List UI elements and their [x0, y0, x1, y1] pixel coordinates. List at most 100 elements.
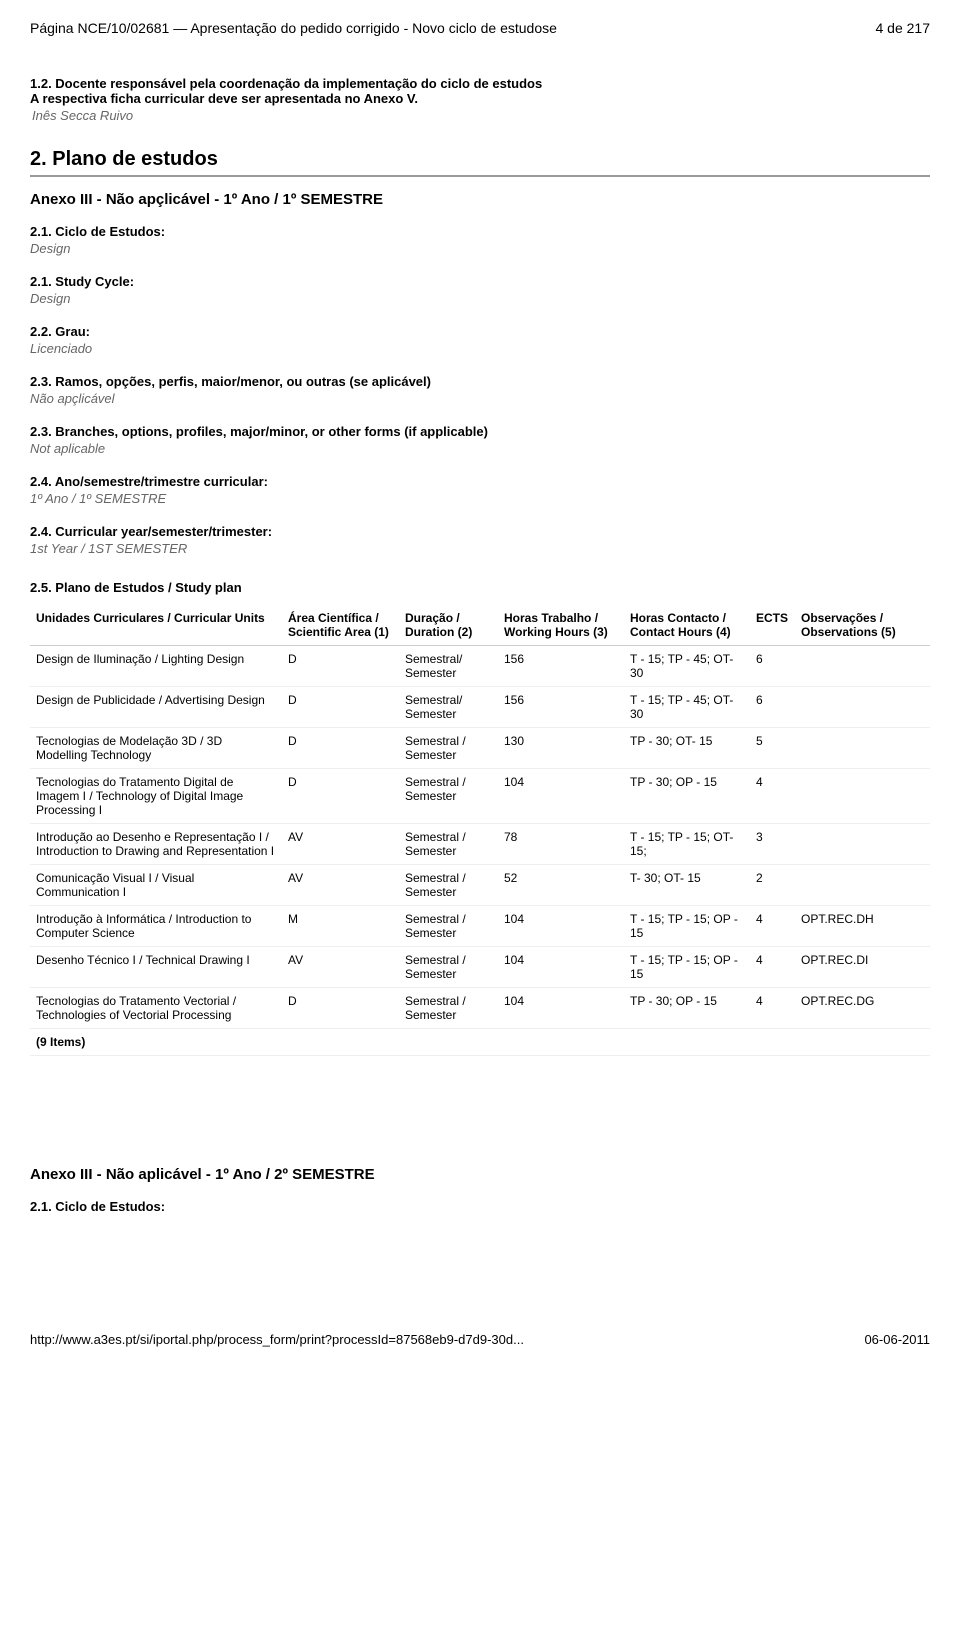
cell-ects: 2: [750, 865, 795, 906]
field-2-3-ramos: 2.3. Ramos, opções, perfis, maior/menor,…: [30, 374, 930, 406]
cell-cont: T - 15; TP - 45; OT- 30: [624, 646, 750, 687]
cell-obs: [795, 687, 930, 728]
field-2-4-year: 2.4. Curricular year/semester/trimester:…: [30, 524, 930, 556]
field-1-2-value: Inês Secca Ruivo: [32, 108, 930, 123]
field-2-3-branches: 2.3. Branches, options, profiles, major/…: [30, 424, 930, 456]
col-header-ects: ECTS: [750, 605, 795, 646]
cell-dur: Semestral / Semester: [399, 988, 498, 1029]
field-2-1-ciclo: 2.1. Ciclo de Estudos: Design: [30, 224, 930, 256]
section-1-2: 1.2. Docente responsável pela coordenaçã…: [30, 76, 930, 123]
cell-work: 78: [498, 824, 624, 865]
cell-dur: Semestral / Semester: [399, 947, 498, 988]
cell-dur: Semestral / Semester: [399, 728, 498, 769]
cell-cont: T - 15; TP - 15; OP - 15: [624, 906, 750, 947]
cell-unit: Tecnologias do Tratamento Vectorial / Te…: [30, 988, 282, 1029]
cell-dur: Semestral / Semester: [399, 824, 498, 865]
cell-unit: Desenho Técnico I / Technical Drawing I: [30, 947, 282, 988]
field-value: 1º Ano / 1º SEMESTRE: [30, 491, 930, 506]
cell-work: 156: [498, 646, 624, 687]
page-header: Página NCE/10/02681 — Apresentação do pe…: [30, 20, 930, 36]
cell-dur: Semestral/ Semester: [399, 646, 498, 687]
cell-work: 52: [498, 865, 624, 906]
col-header-unit: Unidades Curriculares / Curricular Units: [30, 605, 282, 646]
items-count: (9 Items): [30, 1029, 930, 1056]
cell-area: M: [282, 906, 399, 947]
cell-area: D: [282, 646, 399, 687]
cell-work: 104: [498, 906, 624, 947]
table-row: Design de Iluminação / Lighting DesignDS…: [30, 646, 930, 687]
cell-dur: Semestral/ Semester: [399, 687, 498, 728]
field-label: 2.3. Branches, options, profiles, major/…: [30, 424, 930, 439]
field-label: 2.2. Grau:: [30, 324, 930, 339]
table-row: Tecnologias do Tratamento Digital de Ima…: [30, 769, 930, 824]
field-value: Não apçlicável: [30, 391, 930, 406]
cell-cont: TP - 30; OP - 15: [624, 988, 750, 1029]
cell-ects: 4: [750, 906, 795, 947]
cell-dur: Semestral / Semester: [399, 769, 498, 824]
cell-ects: 4: [750, 947, 795, 988]
table-row: Tecnologias do Tratamento Vectorial / Te…: [30, 988, 930, 1029]
field-label: 2.1. Ciclo de Estudos:: [30, 1199, 930, 1214]
anexo-iii-heading-2: Anexo III - Não aplicável - 1º Ano / 2º …: [30, 1166, 930, 1183]
table-row: Design de Publicidade / Advertising Desi…: [30, 687, 930, 728]
field-value: Design: [30, 241, 930, 256]
field-2-1-study-cycle: 2.1. Study Cycle: Design: [30, 274, 930, 306]
field-value: Not aplicable: [30, 441, 930, 456]
cell-work: 130: [498, 728, 624, 769]
cell-area: AV: [282, 947, 399, 988]
table-row: Introdução ao Desenho e Representação I …: [30, 824, 930, 865]
cell-obs: [795, 769, 930, 824]
cell-obs: OPT.REC.DI: [795, 947, 930, 988]
cell-work: 104: [498, 947, 624, 988]
cell-unit: Tecnologias de Modelação 3D / 3D Modelli…: [30, 728, 282, 769]
cell-area: D: [282, 728, 399, 769]
col-header-duration: Duração / Duration (2): [399, 605, 498, 646]
cell-ects: 4: [750, 769, 795, 824]
cell-cont: T - 15; TP - 45; OT- 30: [624, 687, 750, 728]
cell-area: AV: [282, 865, 399, 906]
cell-obs: [795, 646, 930, 687]
field-value: Design: [30, 291, 930, 306]
cell-ects: 6: [750, 687, 795, 728]
cell-obs: [795, 824, 930, 865]
heading-2-5-plano: 2.5. Plano de Estudos / Study plan: [30, 580, 930, 595]
field-label: 2.4. Ano/semestre/trimestre curricular:: [30, 474, 930, 489]
table-row: Introdução à Informática / Introduction …: [30, 906, 930, 947]
col-header-area: Área Científica / Scientific Area (1): [282, 605, 399, 646]
cell-cont: T- 30; OT- 15: [624, 865, 750, 906]
cell-obs: OPT.REC.DG: [795, 988, 930, 1029]
header-title: Página NCE/10/02681 — Apresentação do pe…: [30, 20, 557, 36]
cell-ects: 4: [750, 988, 795, 1029]
cell-unit: Introdução à Informática / Introduction …: [30, 906, 282, 947]
col-header-working-hours: Horas Trabalho / Working Hours (3): [498, 605, 624, 646]
table-items-count-row: (9 Items): [30, 1029, 930, 1056]
cell-cont: TP - 30; OP - 15: [624, 769, 750, 824]
cell-cont: TP - 30; OT- 15: [624, 728, 750, 769]
cell-ects: 5: [750, 728, 795, 769]
cell-area: AV: [282, 824, 399, 865]
cell-obs: OPT.REC.DH: [795, 906, 930, 947]
field-value: 1st Year / 1ST SEMESTER: [30, 541, 930, 556]
cell-unit: Design de Iluminação / Lighting Design: [30, 646, 282, 687]
cell-work: 104: [498, 769, 624, 824]
cell-work: 104: [498, 988, 624, 1029]
field-2-1-ciclo-bottom: 2.1. Ciclo de Estudos:: [30, 1199, 930, 1214]
field-1-2-label-line2: A respectiva ficha curricular deve ser a…: [30, 91, 930, 106]
page-footer: http://www.a3es.pt/si/iportal.php/proces…: [30, 1332, 930, 1347]
study-plan-table: Unidades Curriculares / Curricular Units…: [30, 605, 930, 1056]
heading-plano-de-estudos: 2. Plano de estudos: [30, 148, 930, 177]
table-row: Comunicação Visual I / Visual Communicat…: [30, 865, 930, 906]
field-label: 2.3. Ramos, opções, perfis, maior/menor,…: [30, 374, 930, 389]
cell-cont: T - 15; TP - 15; OP - 15: [624, 947, 750, 988]
cell-area: D: [282, 687, 399, 728]
field-value: Licenciado: [30, 341, 930, 356]
table-row: Desenho Técnico I / Technical Drawing IA…: [30, 947, 930, 988]
cell-unit: Comunicação Visual I / Visual Communicat…: [30, 865, 282, 906]
cell-ects: 6: [750, 646, 795, 687]
col-header-contact-hours: Horas Contacto / Contact Hours (4): [624, 605, 750, 646]
cell-area: D: [282, 988, 399, 1029]
cell-unit: Tecnologias do Tratamento Digital de Ima…: [30, 769, 282, 824]
cell-dur: Semestral / Semester: [399, 865, 498, 906]
field-label: 2.1. Study Cycle:: [30, 274, 930, 289]
table-header-row: Unidades Curriculares / Curricular Units…: [30, 605, 930, 646]
